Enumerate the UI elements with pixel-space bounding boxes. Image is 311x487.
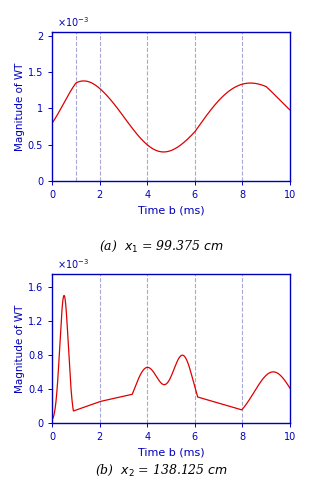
Text: $\times10^{-3}$: $\times10^{-3}$ [57, 258, 89, 271]
X-axis label: Time b (ms): Time b (ms) [138, 448, 204, 457]
Text: $\times10^{-3}$: $\times10^{-3}$ [57, 16, 89, 29]
X-axis label: Time b (ms): Time b (ms) [138, 206, 204, 215]
Text: (a)  $x_1$ = 99.375 $cm$: (a) $x_1$ = 99.375 $cm$ [99, 238, 224, 254]
Text: (b)  $x_2$ = 138.125 $cm$: (b) $x_2$ = 138.125 $cm$ [95, 463, 228, 478]
Y-axis label: Magnitude of WT: Magnitude of WT [15, 304, 25, 393]
Y-axis label: Magnitude of WT: Magnitude of WT [15, 62, 25, 150]
